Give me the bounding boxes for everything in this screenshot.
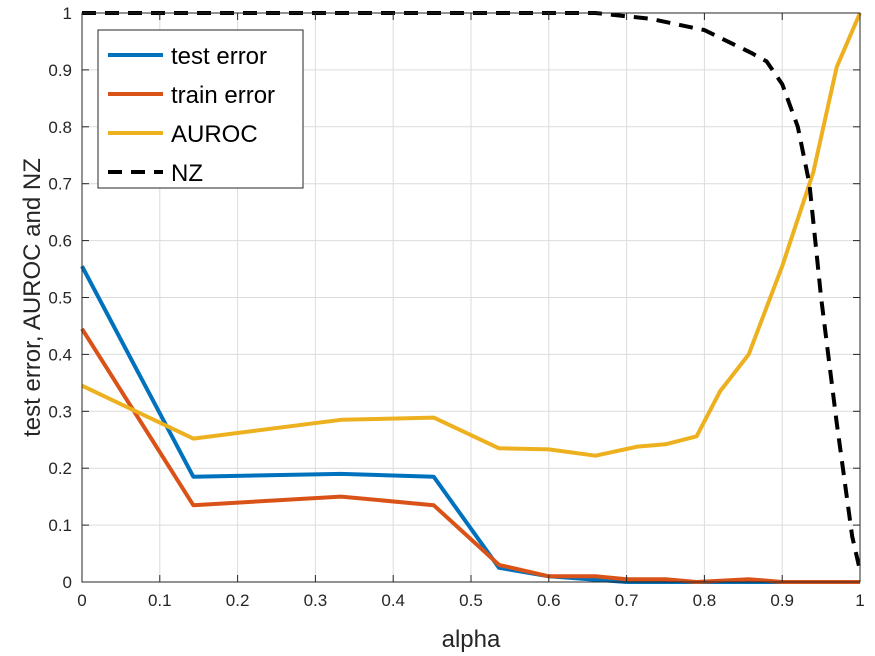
x-tick-label: 1: [855, 591, 864, 610]
x-axis-title: alpha: [442, 626, 501, 653]
legend-label: test error: [171, 43, 267, 70]
y-tick-label: 0.8: [48, 118, 72, 137]
x-tick-label: 0.4: [381, 591, 405, 610]
y-tick-label: 0.2: [48, 459, 72, 478]
x-tick-label: 0.5: [459, 591, 483, 610]
x-tick-label: 0: [77, 591, 86, 610]
x-tick-label: 0.3: [304, 591, 328, 610]
x-tick-label: 0.7: [615, 591, 639, 610]
axis-ticks: 0 0.1 0.2 0.3 0.4 0.5 0.6 0.7 0.8 0.9 1 0 0.1 0.2 0.3 0…: [48, 4, 864, 610]
y-axis-title: test error, AUROC and NZ: [19, 158, 46, 437]
x-tick-label: 0.8: [693, 591, 717, 610]
legend-label: AUROC: [171, 121, 258, 148]
y-tick-label: 0.5: [48, 289, 72, 308]
x-tick-label: 0.2: [226, 591, 250, 610]
series-line-nz: [82, 11, 862, 572]
y-tick-label: 0.1: [48, 516, 72, 535]
y-tick-label: 0.4: [48, 345, 72, 364]
y-tick-label: 0.7: [48, 175, 72, 194]
series-line-train-error: [80, 327, 860, 584]
series-line-auroc: [81, 12, 862, 458]
y-tick-label: 0.9: [48, 61, 72, 80]
legend: test error train error AUROC NZ: [97, 29, 304, 189]
y-tick-label: 0: [63, 573, 72, 592]
x-tick-label: 0.6: [537, 591, 561, 610]
y-tick-label: 0.6: [48, 232, 72, 251]
x-tick-label: 0.1: [148, 591, 172, 610]
y-tick-label: 0.3: [48, 402, 72, 421]
x-tick-label: 0.9: [770, 591, 794, 610]
legend-label: train error: [171, 82, 275, 109]
legend-label: NZ: [171, 160, 203, 187]
y-tick-label: 1: [63, 4, 72, 23]
